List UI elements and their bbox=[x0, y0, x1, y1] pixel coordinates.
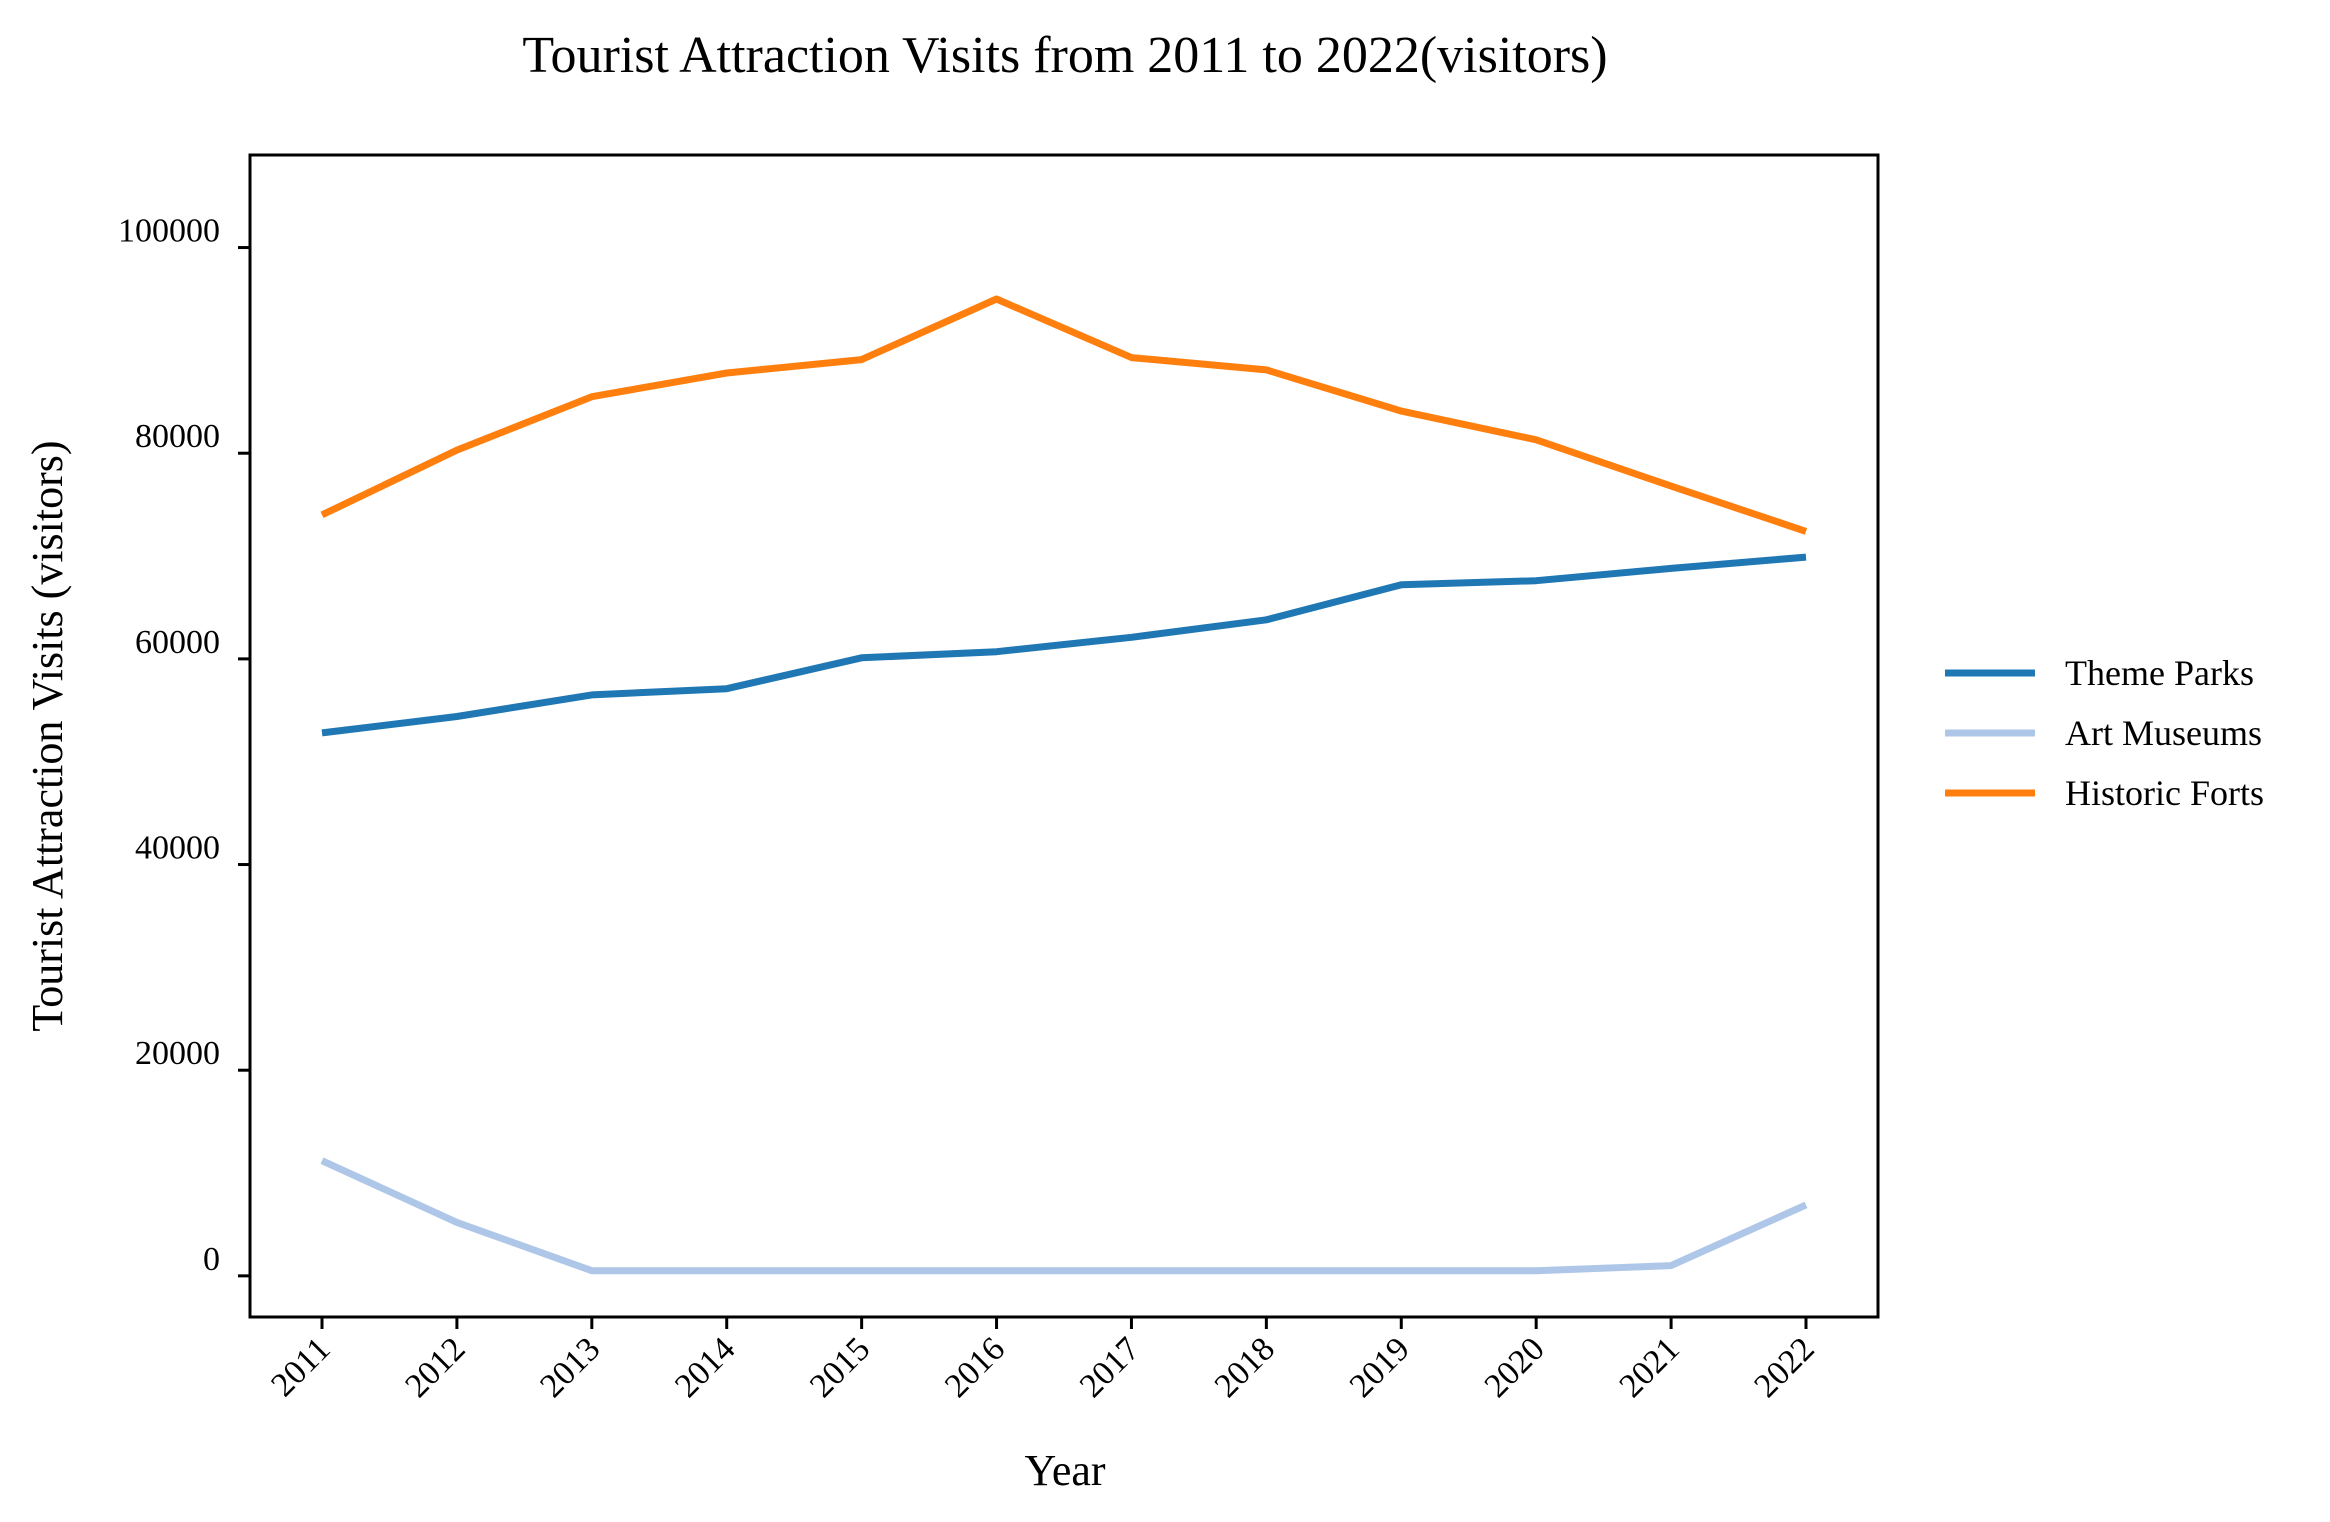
series-line-historic-forts bbox=[320, 295, 1808, 535]
y-tick-label: 20000 bbox=[135, 1035, 220, 1072]
plot-area bbox=[320, 295, 1808, 1275]
y-tick-label: 60000 bbox=[135, 624, 220, 661]
legend-label-art-museums: Art Museums bbox=[2065, 713, 2262, 753]
y-axis-label: Tourist Attraction Visits (visitors) bbox=[23, 440, 72, 1031]
plot-frame bbox=[248, 153, 1880, 1319]
legend-label-theme-parks: Theme Parks bbox=[2065, 653, 2254, 693]
legend-label-historic-forts: Historic Forts bbox=[2065, 773, 2264, 813]
series-line-art-museums bbox=[320, 1157, 1808, 1275]
y-tick-label: 80000 bbox=[135, 418, 220, 455]
y-tick-label: 100000 bbox=[118, 213, 220, 250]
y-axis: 0 20000 40000 60000 80000 100000 bbox=[118, 213, 250, 1278]
series-line-theme-parks bbox=[321, 553, 1807, 737]
y-tick-label: 0 bbox=[203, 1241, 220, 1278]
x-axis-label: Year bbox=[1024, 1446, 1105, 1495]
chart-title: Tourist Attraction Visits from 2011 to 2… bbox=[522, 27, 1607, 84]
y-tick-label: 40000 bbox=[135, 830, 220, 867]
legend: Theme Parks Art Museums Historic Forts bbox=[1945, 653, 2264, 813]
